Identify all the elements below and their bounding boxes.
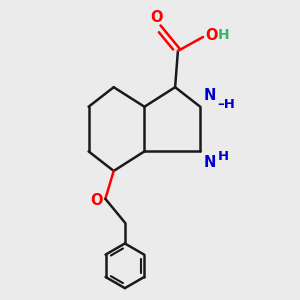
Text: N: N — [204, 88, 216, 104]
Text: H: H — [218, 28, 229, 42]
Text: O: O — [90, 193, 103, 208]
Text: –H: –H — [218, 98, 236, 111]
Text: O: O — [151, 10, 163, 25]
Text: H: H — [218, 150, 229, 163]
Text: O: O — [205, 28, 218, 43]
Text: N: N — [204, 155, 216, 170]
